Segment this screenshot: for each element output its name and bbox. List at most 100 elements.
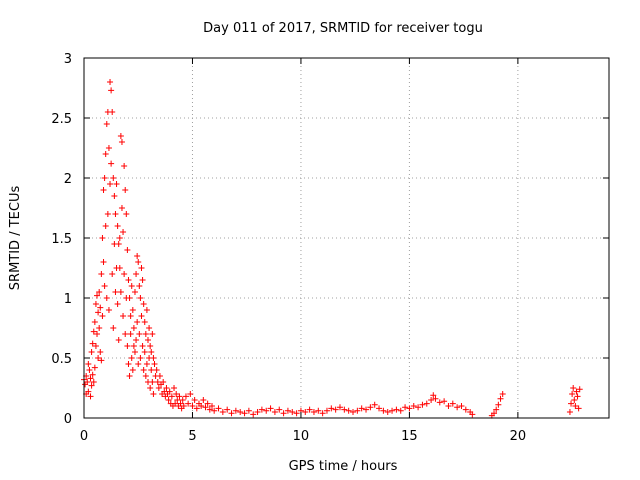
y-tick-label: 1 xyxy=(64,292,72,307)
y-tick-label: 2 xyxy=(64,172,72,187)
data-point xyxy=(575,405,582,412)
data-point xyxy=(111,193,118,199)
data-point xyxy=(102,223,109,229)
data-point xyxy=(445,403,452,409)
data-point xyxy=(566,409,573,415)
data-point xyxy=(130,343,137,349)
data-point xyxy=(462,406,469,413)
data-point xyxy=(254,409,261,415)
data-point xyxy=(96,289,103,295)
data-point xyxy=(140,367,147,373)
data-point xyxy=(289,409,296,415)
data-point xyxy=(130,325,137,331)
data-point xyxy=(497,395,504,402)
data-point xyxy=(90,328,97,335)
data-point xyxy=(112,211,119,217)
data-point xyxy=(224,406,231,413)
y-tick-label: 0.5 xyxy=(51,352,72,367)
data-point xyxy=(116,235,123,241)
data-point xyxy=(125,361,132,367)
data-point xyxy=(384,409,391,415)
data-point xyxy=(139,277,146,283)
data-point xyxy=(137,295,144,301)
data-point xyxy=(302,409,309,415)
data-point xyxy=(100,187,107,193)
axis-ticks: 0 5 10 15 20 0 0.5 1 1.5 2 2.5 3 xyxy=(51,52,609,444)
data-point xyxy=(191,397,198,403)
data-point xyxy=(432,395,439,402)
data-point xyxy=(125,277,132,283)
data-point xyxy=(423,400,430,407)
data-point xyxy=(306,406,313,413)
data-point xyxy=(126,373,133,379)
data-point xyxy=(91,364,98,371)
data-point xyxy=(97,349,104,355)
data-point xyxy=(172,400,179,407)
data-point xyxy=(124,343,131,349)
data-point xyxy=(177,400,184,407)
data-point xyxy=(358,405,365,412)
data-point xyxy=(122,331,129,337)
data-point xyxy=(110,325,117,331)
data-point xyxy=(211,407,218,414)
data-point xyxy=(126,295,133,301)
y-axis-label: SRMTID / TECUs xyxy=(8,186,23,291)
data-point xyxy=(189,403,196,409)
data-point xyxy=(90,379,97,385)
data-point xyxy=(120,313,127,319)
data-point xyxy=(151,361,158,367)
data-point xyxy=(109,109,116,115)
data-point xyxy=(208,403,215,409)
data-point xyxy=(363,406,370,413)
data-point xyxy=(103,295,110,301)
data-point xyxy=(573,388,580,395)
data-point xyxy=(332,406,339,413)
data-point xyxy=(131,349,138,355)
data-point xyxy=(150,391,157,397)
data-point xyxy=(449,400,456,407)
data-point xyxy=(206,406,213,413)
data-point xyxy=(88,349,95,355)
data-point xyxy=(149,331,156,337)
data-point xyxy=(117,133,124,139)
data-point xyxy=(200,397,207,403)
data-point xyxy=(176,393,183,400)
data-point xyxy=(393,406,400,413)
data-point xyxy=(284,407,291,414)
data-point xyxy=(115,337,122,343)
data-point xyxy=(114,223,121,229)
data-point xyxy=(179,397,186,403)
data-point xyxy=(493,406,500,413)
data-point xyxy=(89,371,96,378)
plot-frame xyxy=(83,57,610,419)
data-point xyxy=(258,406,265,413)
data-point xyxy=(123,211,130,217)
data-point xyxy=(110,175,117,181)
data-point xyxy=(134,253,141,259)
data-point xyxy=(135,259,142,265)
chart-title: Day 011 of 2017, SRMTID for receiver tog… xyxy=(203,21,483,36)
grid xyxy=(84,58,609,418)
data-point xyxy=(267,405,274,412)
data-point xyxy=(319,410,326,417)
data-point xyxy=(215,405,222,412)
data-point xyxy=(241,410,248,417)
data-point xyxy=(187,391,194,397)
data-point xyxy=(122,187,129,193)
data-point xyxy=(328,405,335,412)
data-point xyxy=(118,139,125,145)
data-point xyxy=(105,145,112,151)
data-point xyxy=(171,385,178,391)
data-point xyxy=(95,309,102,316)
data-point xyxy=(107,79,114,85)
data-point xyxy=(143,361,150,367)
data-point xyxy=(108,160,115,167)
data-point xyxy=(310,409,317,415)
data-point xyxy=(276,406,283,413)
data-point xyxy=(154,379,161,385)
data-point xyxy=(92,343,99,349)
data-point xyxy=(419,401,426,408)
data-point xyxy=(139,343,146,349)
x-axis-label: GPS time / hours xyxy=(289,459,398,474)
data-point xyxy=(153,367,160,373)
